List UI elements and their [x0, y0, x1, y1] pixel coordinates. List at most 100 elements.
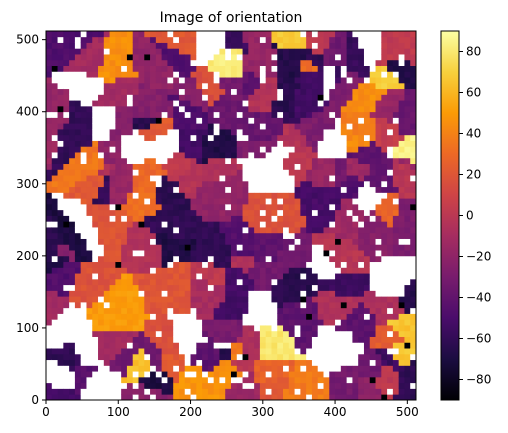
- heatmap-cell: [237, 100, 243, 106]
- heatmap-cell: [98, 77, 104, 83]
- heatmap-cell: [399, 204, 405, 210]
- heatmap-cell: [329, 365, 335, 371]
- heatmap-cell: [115, 365, 121, 371]
- heatmap-cell: [271, 210, 277, 216]
- heatmap-cell: [318, 267, 324, 273]
- heatmap-cell: [277, 100, 283, 106]
- heatmap-cell: [399, 129, 405, 135]
- heatmap-cell: [63, 204, 69, 210]
- heatmap-cell: [104, 244, 110, 250]
- heatmap-cell: [167, 164, 173, 170]
- heatmap-cell: [185, 331, 191, 337]
- heatmap-cell: [156, 112, 162, 118]
- heatmap-cell: [219, 94, 225, 100]
- heatmap-cell: [266, 290, 272, 296]
- heatmap-cell: [404, 233, 410, 239]
- heatmap-cell: [370, 89, 376, 95]
- heatmap-cell: [52, 256, 58, 262]
- heatmap-cell: [248, 60, 254, 66]
- heatmap-cell: [370, 388, 376, 394]
- heatmap-cell: [208, 227, 214, 233]
- heatmap-cell: [208, 377, 214, 383]
- heatmap-cell: [254, 250, 260, 256]
- heatmap-cell: [260, 314, 266, 320]
- heatmap-cell: [75, 360, 81, 366]
- heatmap-cell: [312, 365, 318, 371]
- heatmap-cell: [208, 250, 214, 256]
- heatmap-cell: [202, 135, 208, 141]
- heatmap-cell: [98, 135, 104, 141]
- heatmap-cell: [324, 106, 330, 112]
- heatmap-cell: [196, 106, 202, 112]
- heatmap-cell: [277, 135, 283, 141]
- heatmap-cell: [289, 48, 295, 54]
- heatmap-cell: [63, 60, 69, 66]
- heatmap-cell: [358, 60, 364, 66]
- heatmap-cell: [196, 308, 202, 314]
- heatmap-cell: [283, 89, 289, 95]
- heatmap-cell: [179, 221, 185, 227]
- heatmap-cell: [376, 187, 382, 193]
- heatmap-cell: [133, 204, 139, 210]
- heatmap-cell: [173, 227, 179, 233]
- heatmap-cell: [283, 348, 289, 354]
- heatmap-cell: [162, 365, 168, 371]
- heatmap-cell: [173, 377, 179, 383]
- heatmap-cell: [306, 267, 312, 273]
- heatmap-cell: [46, 371, 52, 377]
- heatmap-cell: [214, 383, 220, 389]
- heatmap-cell: [52, 106, 58, 112]
- heatmap-cell: [254, 169, 260, 175]
- heatmap-cell: [81, 279, 87, 285]
- heatmap-cell: [381, 192, 387, 198]
- heatmap-cell: [266, 106, 272, 112]
- heatmap-cell: [358, 337, 364, 343]
- heatmap-cell: [381, 256, 387, 262]
- heatmap-cell: [63, 314, 69, 320]
- heatmap-cell: [225, 112, 231, 118]
- heatmap-cell: [283, 43, 289, 49]
- heatmap-cell: [58, 106, 64, 112]
- heatmap-cell: [162, 181, 168, 187]
- heatmap-cell: [381, 187, 387, 193]
- heatmap-cell: [81, 365, 87, 371]
- heatmap-cell: [173, 54, 179, 60]
- heatmap-cell: [219, 273, 225, 279]
- heatmap-cell: [98, 273, 104, 279]
- heatmap-cell: [329, 106, 335, 112]
- heatmap-cell: [289, 216, 295, 222]
- heatmap-cell: [219, 135, 225, 141]
- heatmap-cell: [86, 37, 92, 43]
- heatmap-cell: [248, 342, 254, 348]
- heatmap-cell: [208, 60, 214, 66]
- heatmap-cell: [283, 267, 289, 273]
- heatmap-cell: [225, 117, 231, 123]
- heatmap-cell: [86, 54, 92, 60]
- heatmap-cell: [86, 106, 92, 112]
- heatmap-cell: [225, 123, 231, 129]
- heatmap-cell: [110, 37, 116, 43]
- heatmap-cell: [393, 290, 399, 296]
- heatmap-cell: [260, 48, 266, 54]
- heatmap-cell: [144, 106, 150, 112]
- heatmap-cell: [75, 302, 81, 308]
- heatmap-cell: [219, 187, 225, 193]
- heatmap-cell: [324, 244, 330, 250]
- heatmap-cell: [324, 216, 330, 222]
- heatmap-cell: [58, 48, 64, 54]
- heatmap-cell: [75, 129, 81, 135]
- heatmap-cell: [219, 169, 225, 175]
- heatmap-cell: [110, 227, 116, 233]
- heatmap-cell: [393, 158, 399, 164]
- heatmap-cell: [289, 348, 295, 354]
- heatmap-cell: [231, 319, 237, 325]
- heatmap-cell: [46, 94, 52, 100]
- heatmap-cell: [208, 71, 214, 77]
- heatmap-cell: [381, 314, 387, 320]
- heatmap-cell: [173, 192, 179, 198]
- heatmap-cell: [75, 250, 81, 256]
- heatmap-cell: [393, 43, 399, 49]
- heatmap-cell: [289, 227, 295, 233]
- heatmap-cell: [179, 331, 185, 337]
- x-tick-label: 300: [251, 405, 274, 419]
